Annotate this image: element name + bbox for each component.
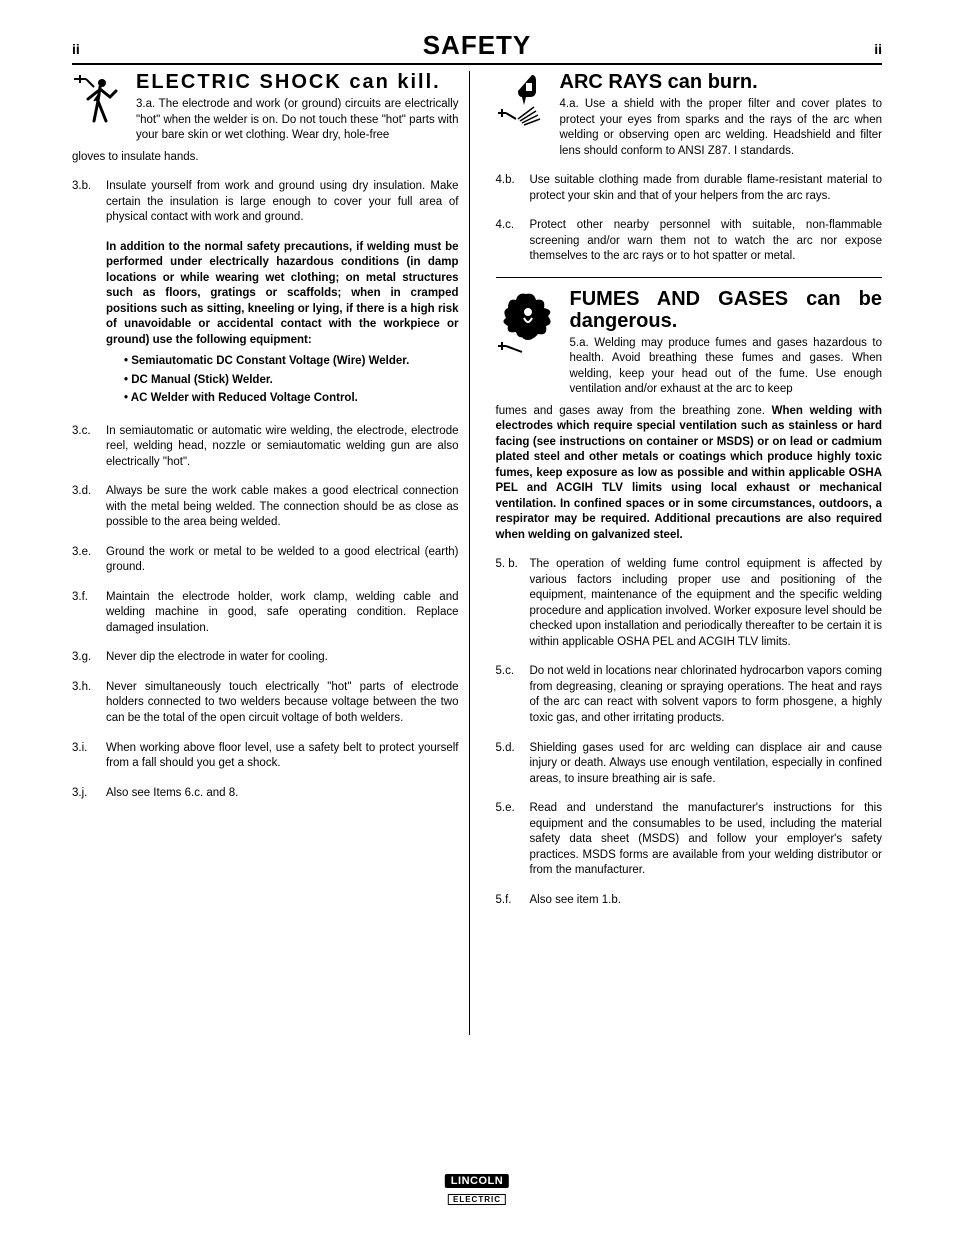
electric-shock-icon (72, 71, 128, 127)
bullet-item: • Semiautomatic DC Constant Voltage (Wir… (124, 354, 459, 370)
item-body: Never dip the electrode in water for coo… (106, 650, 459, 666)
item-body: Always be sure the work cable makes a go… (106, 484, 459, 531)
s3-item: 3.d.Always be sure the work cable makes … (72, 484, 459, 531)
item-5a: 5.a. Welding may produce fumes and gases… (570, 336, 883, 398)
s3-item: 3.e.Ground the work or metal to be welde… (72, 545, 459, 576)
item-body: Also see Items 6.c. and 8. (106, 786, 459, 802)
item-4a: 4.a. Use a shield with the proper filter… (560, 97, 883, 159)
s5-item: 5.f.Also see item 1.b. (496, 893, 883, 909)
item-body: Also see item 1.b. (530, 893, 883, 909)
section-electric-shock: ELECTRIC SHOCK can kill. 3.a. The electr… (72, 71, 459, 144)
item-body: Ground the work or metal to be welded to… (106, 545, 459, 576)
item-body: Never simultaneously touch electrically … (106, 680, 459, 727)
item-number: 3.d. (72, 484, 106, 531)
section-divider (496, 277, 883, 278)
item-body: The operation of welding fume control eq… (530, 557, 883, 650)
section-title-electric: ELECTRIC SHOCK can kill. (136, 71, 459, 93)
s3-item: 3.j.Also see Items 6.c. and 8. (72, 786, 459, 802)
item-number: 3.i. (72, 741, 106, 772)
item-number: 5. b. (496, 557, 530, 650)
page-header: ii SAFETY ii (72, 30, 882, 65)
bullet-list: • Semiautomatic DC Constant Voltage (Wir… (124, 354, 459, 407)
s5-item: 5.e.Read and understand the manufacturer… (496, 801, 883, 879)
item-number: 5.d. (496, 741, 530, 788)
section-arc-rays: ARC RAYS can burn. 4.a. Use a shield wit… (496, 71, 883, 159)
section-title-arc: ARC RAYS can burn. (560, 71, 883, 93)
content-columns: ELECTRIC SHOCK can kill. 3.a. The electr… (72, 71, 882, 1035)
left-column: ELECTRIC SHOCK can kill. 3.a. The electr… (72, 71, 470, 1035)
section-title-fumes: FUMES AND GASES can be dangerous. (570, 288, 883, 332)
brand-top: LINCOLN (445, 1174, 509, 1188)
arc-rays-icon (496, 71, 552, 127)
s4-item: 4.c.Protect other nearby personnel with … (496, 218, 883, 265)
item-body: Insulate yourself from work and ground u… (106, 179, 459, 226)
item-body: In semiautomatic or automatic wire weldi… (106, 424, 459, 471)
s3-item: 3.c.In semiautomatic or automatic wire w… (72, 424, 459, 471)
section-fumes: FUMES AND GASES can be dangerous. 5.a. W… (496, 288, 883, 398)
page-title: SAFETY (423, 30, 532, 61)
s3-item: 3.g.Never dip the electrode in water for… (72, 650, 459, 666)
item-number: 3.e. (72, 545, 106, 576)
item-3a-cont: gloves to insulate hands. (72, 150, 459, 166)
item-number: 3.j. (72, 786, 106, 802)
item-number: 5.e. (496, 801, 530, 879)
item-body: In addition to the normal safety precaut… (106, 240, 459, 410)
s5-item: 5.d.Shielding gases used for arc welding… (496, 741, 883, 788)
item-number: 3.g. (72, 650, 106, 666)
footer-logo: LINCOLN ELECTRIC (445, 1171, 509, 1207)
item-body: Do not weld in locations near chlorinate… (530, 664, 883, 726)
item-number: 5.f. (496, 893, 530, 909)
item-3a: 3.a. The electrode and work (or ground) … (136, 97, 459, 144)
right-column: ARC RAYS can burn. 4.a. Use a shield wit… (490, 71, 883, 1035)
s3-item: 3.b.Insulate yourself from work and grou… (72, 179, 459, 226)
item-number: 3.c. (72, 424, 106, 471)
s3-item: 3.f.Maintain the electrode holder, work … (72, 590, 459, 637)
item-body: Shielding gases used for arc welding can… (530, 741, 883, 788)
s5-item: 5. b.The operation of welding fume contr… (496, 557, 883, 650)
item-5a-cont: fumes and gases away from the breathing … (496, 404, 883, 544)
fumes-icon (496, 288, 562, 358)
item-number: 3.b. (72, 179, 106, 226)
item-number (72, 240, 106, 410)
item-number: 3.h. (72, 680, 106, 727)
item-number: 4.c. (496, 218, 530, 265)
item-number: 3.f. (72, 590, 106, 637)
item-number: 4.b. (496, 173, 530, 204)
brand-bot: ELECTRIC (448, 1194, 506, 1205)
item-body: Maintain the electrode holder, work clam… (106, 590, 459, 637)
page-number-right: ii (874, 41, 882, 57)
s3-item: 3.i.When working above floor level, use … (72, 741, 459, 772)
item-body: Read and understand the manufacturer's i… (530, 801, 883, 879)
item-body: When working above floor level, use a sa… (106, 741, 459, 772)
s3-item: 3.h.Never simultaneously touch electrica… (72, 680, 459, 727)
bullet-item: • AC Welder with Reduced Voltage Control… (124, 391, 459, 407)
s5-item: 5.c.Do not weld in locations near chlori… (496, 664, 883, 726)
item-body: Protect other nearby personnel with suit… (530, 218, 883, 265)
item-body: Use suitable clothing made from durable … (530, 173, 883, 204)
page-number-left: ii (72, 41, 80, 57)
bullet-item: • DC Manual (Stick) Welder. (124, 373, 459, 389)
s4-item: 4.b.Use suitable clothing made from dura… (496, 173, 883, 204)
item-number: 5.c. (496, 664, 530, 726)
s3-item: In addition to the normal safety precaut… (72, 240, 459, 410)
